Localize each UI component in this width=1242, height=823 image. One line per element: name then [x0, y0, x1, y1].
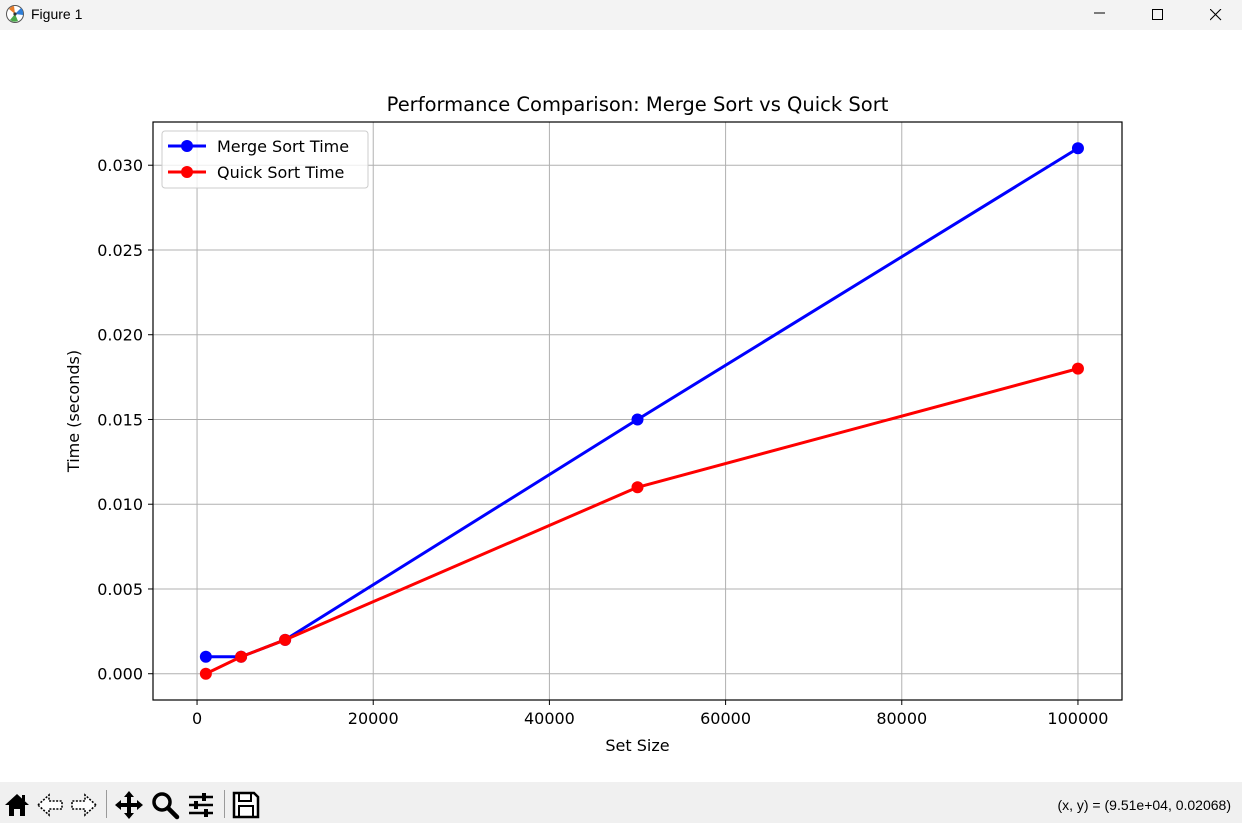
data-point	[631, 481, 644, 494]
y-tick-label: 0.015	[97, 410, 143, 429]
home-icon	[5, 794, 29, 816]
maximize-icon	[1152, 9, 1163, 20]
close-icon	[1210, 9, 1222, 21]
save-floppy-icon	[232, 791, 260, 819]
figure-canvas[interactable]: 0 20000 40000 60000 80000 100000 0.000 0.005 0.0…	[0, 30, 1242, 782]
window-titlebar: Figure 1	[0, 0, 1242, 30]
y-tick-label: 0.030	[97, 156, 143, 175]
home-button[interactable]	[2, 790, 32, 820]
legend-box	[161, 130, 369, 189]
data-point	[631, 413, 644, 426]
y-tick-label: 0.025	[97, 241, 143, 260]
navigation-toolbar: (x, y) = (9.51e+04, 0.02068)	[0, 782, 1242, 823]
forward-button[interactable]	[68, 790, 98, 820]
legend-label: Quick Sort Time	[217, 163, 344, 182]
minimize-button[interactable]	[1077, 0, 1123, 30]
axes-frame	[152, 121, 1123, 701]
configure-subplots-icon	[189, 793, 213, 817]
window-title: Figure 1	[31, 6, 83, 22]
pan-button[interactable]	[114, 790, 144, 820]
data-point	[235, 650, 248, 663]
save-button[interactable]	[231, 790, 261, 820]
chart-title: Performance Comparison: Merge Sort vs Qu…	[387, 93, 889, 116]
series-1	[199, 362, 1084, 680]
y-tick-label: 0.005	[97, 580, 143, 599]
toolbar-separator	[224, 790, 225, 818]
data-point	[199, 667, 212, 680]
configure-subplots-button[interactable]	[186, 790, 216, 820]
x-tick-label: 100000	[1047, 709, 1108, 728]
back-button[interactable]	[36, 790, 66, 820]
x-tick-label: 60000	[700, 709, 751, 728]
y-tick-label: 0.010	[97, 495, 143, 514]
matplotlib-icon	[6, 5, 24, 23]
line-chart[interactable]: 0 20000 40000 60000 80000 100000 0.000 0.005 0.0…	[0, 30, 1242, 782]
series-line	[205, 367, 1079, 676]
y-tick-label: 0.000	[97, 665, 143, 684]
x-tick-label: 20000	[348, 709, 399, 728]
legend-marker	[181, 140, 193, 152]
minimize-icon	[1094, 12, 1105, 14]
legend-label: Merge Sort Time	[217, 137, 349, 156]
forward-arrow-icon	[71, 793, 98, 817]
x-tick-label: 0	[192, 709, 202, 728]
data-point	[279, 633, 292, 646]
back-arrow-icon	[36, 793, 63, 817]
zoom-button[interactable]	[150, 790, 180, 820]
data-point	[1071, 362, 1084, 375]
cursor-coordinates: (x, y) = (9.51e+04, 0.02068)	[1057, 797, 1231, 813]
maximize-button[interactable]	[1135, 0, 1181, 30]
close-button[interactable]	[1193, 0, 1239, 30]
y-axis-label: Time (seconds)	[64, 350, 83, 473]
x-tick-label: 40000	[524, 709, 575, 728]
zoom-magnifier-icon	[152, 792, 180, 820]
data-point	[199, 650, 212, 663]
legend-marker	[181, 166, 193, 178]
x-axis-label: Set Size	[605, 736, 669, 755]
x-tick-label: 80000	[876, 709, 927, 728]
y-tick-label: 0.020	[97, 326, 143, 345]
data-point	[1071, 142, 1084, 155]
legend: Merge Sort Time Quick Sort Time	[161, 130, 369, 189]
pan-move-icon	[115, 791, 143, 819]
toolbar-separator	[106, 790, 107, 818]
